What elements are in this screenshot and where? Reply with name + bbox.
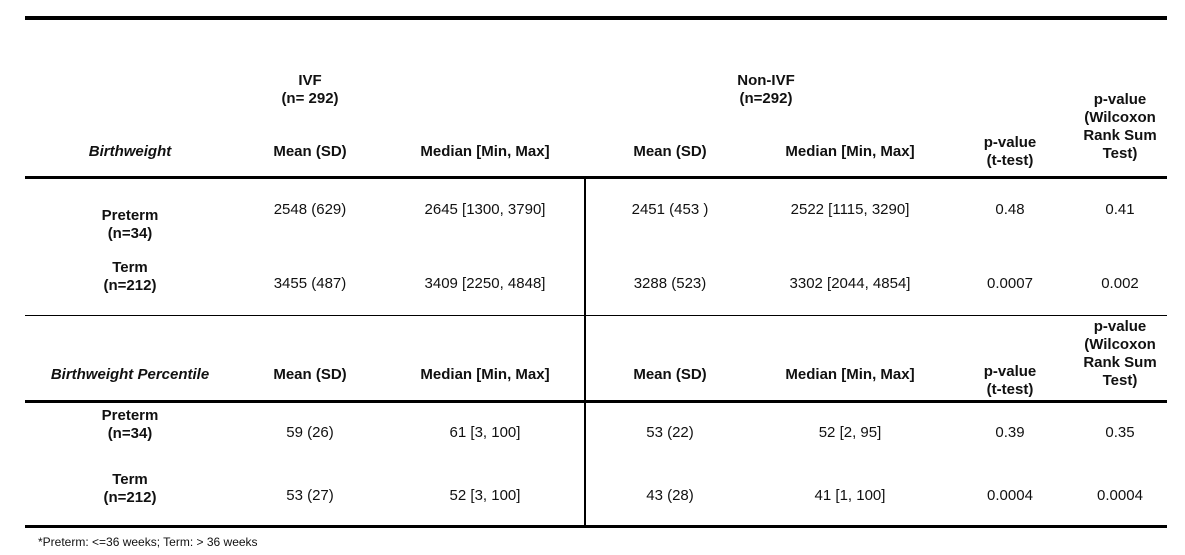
header-rule-2 — [25, 400, 1167, 403]
col-non-mean-header: Mean (SD) — [633, 143, 707, 160]
group-separator-2 — [584, 316, 586, 526]
ivf-group-header: IVF (n= 292) — [281, 72, 339, 107]
section-label-birthweight: Birthweight — [88, 143, 172, 160]
col-non-median-header: Median [Min, Max] — [785, 143, 915, 160]
cell-non-mean: 53 (22) — [646, 424, 694, 441]
col-pvalue-t-header: p-value (t-test) — [983, 363, 1037, 398]
header-rule-1 — [25, 176, 1167, 179]
cell-non-mean: 3288 (523) — [633, 275, 707, 292]
footnote: *Preterm: <=36 weeks; Term: > 36 weeks — [38, 535, 258, 549]
cell-pvalue-w: 0.35 — [1105, 424, 1135, 441]
col-pvalue-w-header: p-value (Wilcoxon Rank Sum Test) — [1083, 91, 1157, 162]
cell-pvalue-t: 0.48 — [995, 201, 1025, 218]
row-label: Term (n=212) — [103, 259, 157, 294]
cell-pvalue-t: 0.39 — [995, 424, 1025, 441]
col-pvalue-w-header: p-value (Wilcoxon Rank Sum Test) — [1083, 318, 1157, 389]
cell-non-median: 52 [2, 95] — [818, 424, 882, 441]
cell-ivf-median: 3409 [2250, 4848] — [424, 275, 546, 292]
cell-ivf-mean: 2548 (629) — [273, 201, 347, 218]
cell-pvalue-w: 0.0004 — [1097, 487, 1143, 504]
top-rule — [25, 16, 1167, 20]
row-label: Preterm (n=34) — [101, 407, 159, 442]
col-pvalue-t-header: p-value (t-test) — [983, 134, 1037, 169]
cell-non-mean: 43 (28) — [646, 487, 694, 504]
cell-pvalue-t: 0.0004 — [987, 487, 1033, 504]
col-non-median-header: Median [Min, Max] — [785, 366, 915, 383]
cell-pvalue-w: 0.002 — [1101, 275, 1139, 292]
section-label-birthweight-percentile: Birthweight Percentile — [50, 366, 210, 383]
cell-ivf-mean: 53 (27) — [286, 487, 334, 504]
cell-ivf-mean: 3455 (487) — [273, 275, 347, 292]
col-non-mean-header: Mean (SD) — [633, 366, 707, 383]
cell-pvalue-t: 0.0007 — [987, 275, 1033, 292]
col-ivf-mean-header: Mean (SD) — [273, 143, 347, 160]
cell-ivf-mean: 59 (26) — [286, 424, 334, 441]
col-ivf-mean-header: Mean (SD) — [273, 366, 347, 383]
non-ivf-group-header: Non-IVF (n=292) — [737, 72, 795, 107]
cell-non-mean: 2451 (453 ) — [631, 201, 709, 218]
cell-pvalue-w: 0.41 — [1105, 201, 1135, 218]
cell-ivf-median: 2645 [1300, 3790] — [424, 201, 546, 218]
cell-ivf-median: 52 [3, 100] — [449, 487, 521, 504]
group-separator-1 — [584, 177, 586, 315]
col-ivf-median-header: Median [Min, Max] — [420, 143, 550, 160]
section-divider — [25, 315, 1167, 316]
col-ivf-median-header: Median [Min, Max] — [420, 366, 550, 383]
cell-ivf-median: 61 [3, 100] — [449, 424, 521, 441]
bottom-rule — [25, 525, 1167, 528]
cell-non-median: 2522 [1115, 3290] — [790, 201, 910, 218]
row-label: Term (n=212) — [103, 471, 157, 506]
row-label: Preterm (n=34) — [101, 207, 159, 242]
cell-non-median: 3302 [2044, 4854] — [789, 275, 911, 292]
cell-non-median: 41 [1, 100] — [814, 487, 886, 504]
